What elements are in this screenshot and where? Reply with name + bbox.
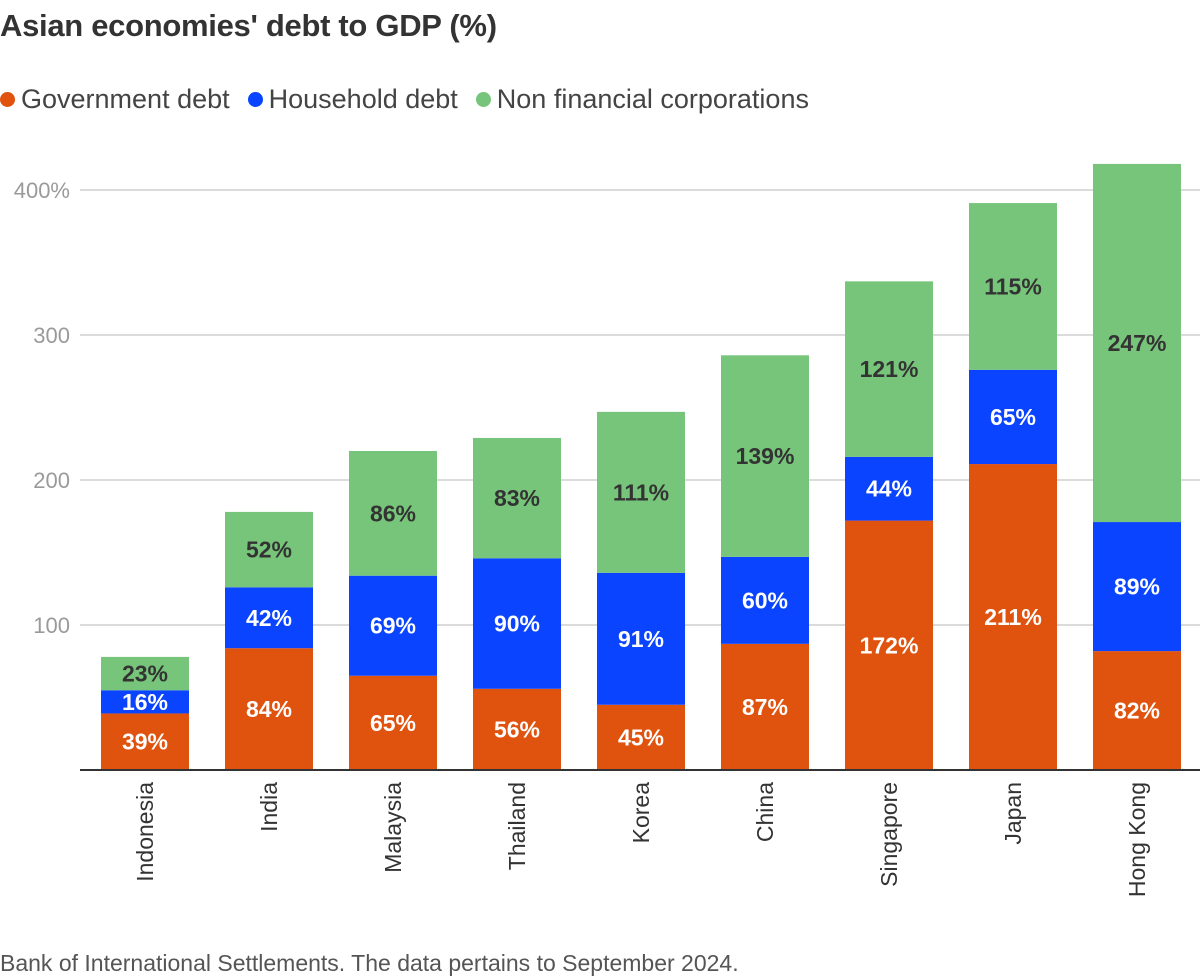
data-label: 23% — [122, 661, 168, 687]
bar-segment — [473, 688, 561, 770]
data-label: 91% — [618, 626, 664, 652]
bar-segment — [349, 451, 437, 576]
chart-title: Asian economies' debt to GDP (%) — [0, 8, 497, 43]
legend-label-household: Household debt — [268, 84, 458, 114]
bar-segment — [721, 643, 809, 770]
data-label: 44% — [866, 476, 912, 502]
x-tick-label: Malaysia — [380, 782, 406, 873]
bar-segment — [101, 656, 189, 691]
data-label: 82% — [1114, 698, 1160, 724]
data-label: 39% — [122, 729, 168, 755]
x-tick-label: China — [752, 782, 778, 842]
data-label: 247% — [1108, 330, 1167, 356]
x-tick-label: Japan — [1000, 782, 1026, 845]
x-tick-label: India — [256, 782, 282, 832]
data-label: 139% — [736, 443, 795, 469]
y-tick-label: 200 — [33, 468, 70, 493]
y-tick-label: 400% — [14, 178, 70, 203]
y-tick-label: 300 — [33, 323, 70, 348]
bar-segment — [225, 587, 313, 649]
legend-item-household: Household debt — [247, 84, 458, 115]
legend-dot-government — [0, 92, 15, 107]
x-tick-label: Korea — [628, 782, 654, 844]
data-label: 87% — [742, 694, 788, 720]
bar-segment — [101, 713, 189, 770]
data-label: 52% — [246, 537, 292, 563]
data-label: 65% — [370, 710, 416, 736]
data-label: 60% — [742, 587, 788, 613]
data-label: 211% — [984, 604, 1042, 630]
data-label: 115% — [984, 273, 1042, 299]
legend: Government debt Household debt Non finan… — [0, 84, 827, 115]
x-tick-label: Thailand — [504, 782, 530, 870]
data-label: 111% — [613, 479, 669, 505]
bar-segment — [845, 520, 933, 770]
bar-segment — [969, 464, 1057, 770]
data-label: 86% — [370, 500, 416, 526]
data-label: 90% — [494, 611, 540, 637]
bar-segment — [225, 511, 313, 588]
bar-segment — [597, 704, 685, 770]
data-label: 89% — [1114, 574, 1160, 600]
bar-segment — [597, 411, 685, 573]
data-label: 45% — [618, 724, 664, 750]
legend-label-corporations: Non financial corporations — [496, 84, 809, 114]
bar-segment — [597, 572, 685, 705]
data-label: 83% — [494, 485, 540, 511]
data-label: 84% — [246, 696, 292, 722]
data-label: 121% — [860, 356, 919, 382]
bar-segment — [349, 575, 437, 676]
data-label: 65% — [990, 404, 1036, 430]
bar-segment — [1093, 522, 1181, 652]
legend-dot-corporations — [475, 92, 491, 107]
data-label: 16% — [122, 689, 168, 715]
legend-label-government: Government debt — [21, 84, 230, 114]
bar-segment — [721, 556, 809, 644]
bar-segment — [721, 355, 809, 557]
bar-segment — [969, 203, 1057, 370]
bar-segment — [225, 648, 313, 770]
bar-segment — [473, 558, 561, 689]
source-note: Bank of International Settlements. The d… — [0, 950, 739, 976]
x-tick-label: Singapore — [876, 782, 902, 887]
data-label: 56% — [494, 716, 540, 742]
bar-segment — [845, 281, 933, 457]
x-tick-label: Indonesia — [132, 782, 158, 882]
x-tick-label: Hong Kong — [1124, 782, 1150, 897]
data-label: 172% — [860, 632, 919, 658]
bar-segment — [349, 675, 437, 770]
bar-segment — [101, 690, 189, 714]
legend-item-corporations: Non financial corporations — [475, 84, 809, 115]
data-label: 69% — [370, 613, 416, 639]
data-label: 42% — [246, 605, 292, 631]
bar-segment — [1093, 651, 1181, 770]
y-tick-label: 100 — [33, 613, 70, 638]
bar-segment — [1093, 163, 1181, 523]
legend-dot-household — [247, 92, 263, 107]
legend-item-government: Government debt — [0, 84, 230, 115]
bar-segment — [845, 456, 933, 521]
bar-segment — [473, 437, 561, 559]
bar-segment — [969, 369, 1057, 465]
